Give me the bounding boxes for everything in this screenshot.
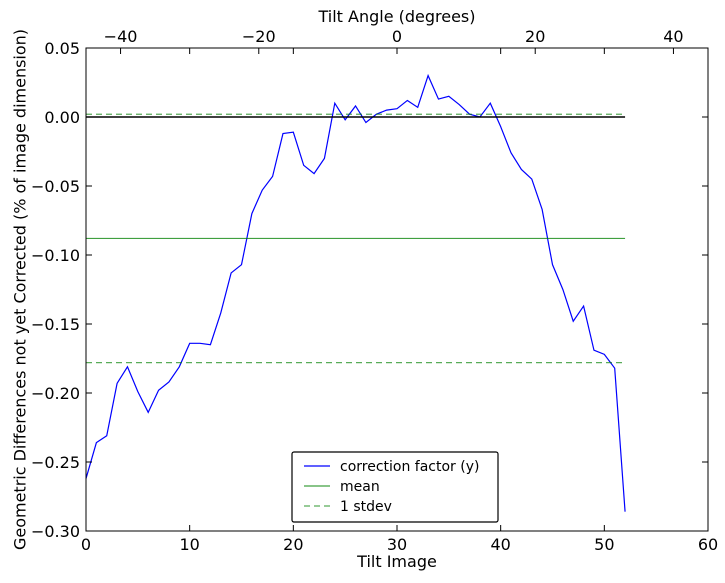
x-tick-label: 10 — [179, 535, 199, 554]
x-tick-label: 60 — [698, 535, 718, 554]
x-tick-label: 50 — [594, 535, 614, 554]
top-tick-label: 20 — [525, 27, 545, 46]
tick-layer: 0 10 20 30 40 50 60 −0.30 −0.25 −0.20 −0.15 −0.10 −0… — [31, 27, 718, 554]
x-tick-label: 0 — [81, 535, 91, 554]
top-tick-label: 40 — [663, 27, 683, 46]
legend-label: 1 stdev — [340, 499, 392, 515]
legend-label: mean — [340, 479, 380, 495]
top-tick-label: −40 — [104, 27, 138, 46]
series-layer — [85, 73, 626, 512]
y-tick-label: −0.10 — [31, 246, 80, 265]
y-tick-label: 0.00 — [44, 108, 80, 127]
x-axis-label: Tilt Image — [356, 552, 437, 571]
top-axis-label: Tilt Angle (degrees) — [317, 7, 475, 26]
y-tick-label: −0.15 — [31, 315, 80, 334]
y-tick-label: −0.05 — [31, 177, 80, 196]
y-tick-label: −0.25 — [31, 453, 80, 472]
legend-box — [291, 451, 499, 523]
x-tick-label: 20 — [283, 535, 303, 554]
y-tick-label: −0.30 — [31, 522, 80, 541]
legend-label: correction factor (y) — [340, 459, 479, 475]
y-tick-label: 0.05 — [44, 39, 80, 58]
top-tick-label: −20 — [242, 27, 276, 46]
legend: correction factor (y) mean 1 stdev — [291, 451, 499, 523]
top-tick-label: 0 — [392, 27, 402, 46]
x-tick-label: 30 — [387, 535, 407, 554]
y-axis-label: Geometric Differences not yet Corrected … — [11, 29, 30, 550]
y-tick-label: −0.20 — [31, 384, 80, 403]
series-line-0 — [85, 73, 626, 512]
x-tick-label: 40 — [490, 535, 510, 554]
